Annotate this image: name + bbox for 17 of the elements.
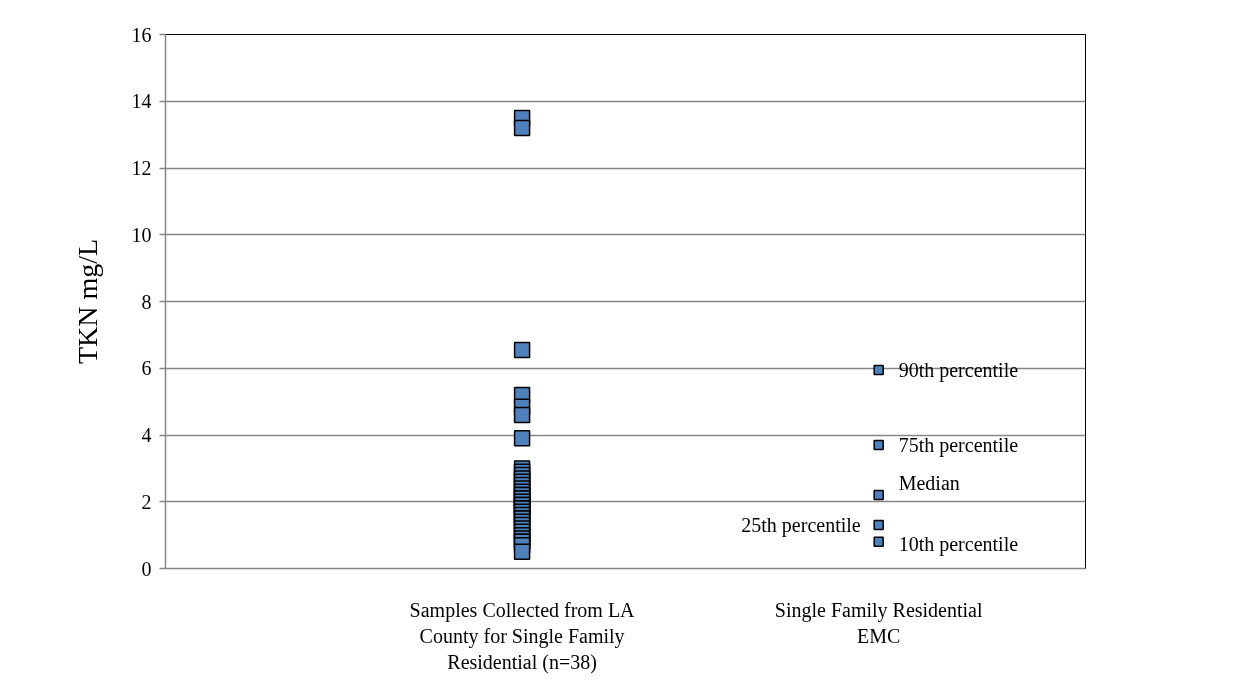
- y-tick-label: 14: [131, 90, 152, 113]
- annotation: 90th percentile: [898, 358, 1019, 382]
- y-axis-title: TKN mg/L: [71, 238, 103, 365]
- x-tick-label: Single Family Residential EMC: [774, 598, 983, 647]
- y-tick-label: 2: [141, 490, 152, 513]
- y-tick-label: 0: [141, 557, 152, 580]
- annotation: 10th percentile: [898, 532, 1019, 556]
- annotation: 75th percentile: [898, 434, 1019, 458]
- y-tick-label: 6: [141, 357, 152, 380]
- annotation: 25th percentile: [741, 514, 861, 538]
- y-tick-label: 4: [141, 424, 152, 446]
- y-tick-label: 8: [141, 290, 152, 313]
- y-tick-label: 12: [131, 157, 152, 179]
- x-tick-label: Samples Collected from LA County for Single Family Residential (n=38): [409, 598, 636, 675]
- y-tick-label: 10: [131, 223, 152, 246]
- annotation: Median: [898, 472, 960, 495]
- y-tick-label: 16: [131, 23, 152, 46]
